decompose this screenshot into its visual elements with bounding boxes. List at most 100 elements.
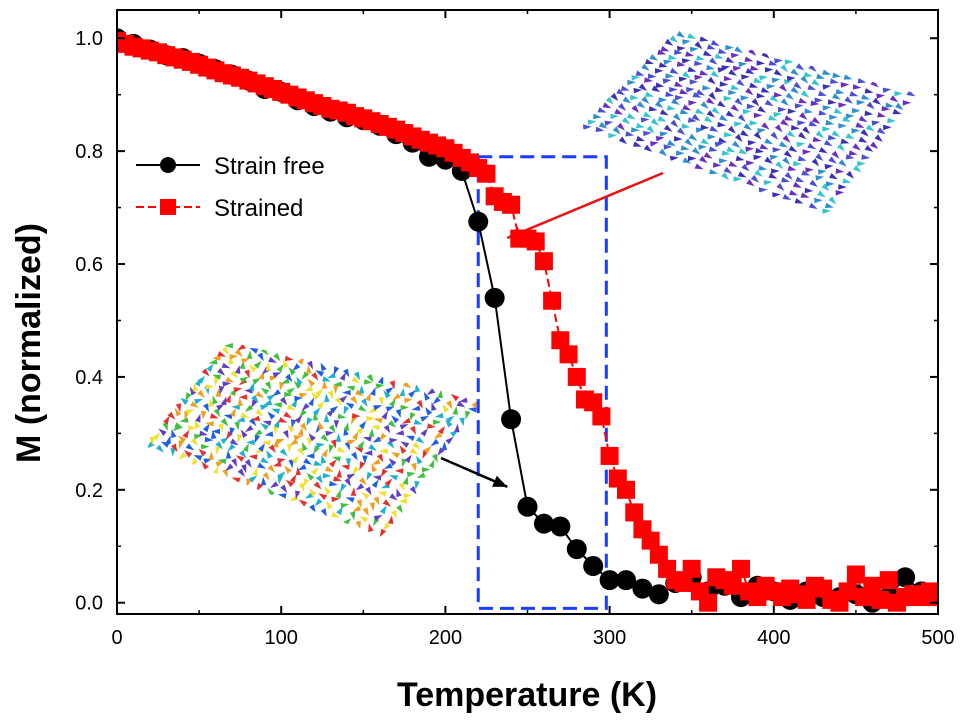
spin-arrow <box>839 159 847 167</box>
spin-arrow <box>718 137 727 142</box>
spin-arrow <box>838 102 847 108</box>
spin-arrow <box>425 407 432 416</box>
spin-arrow <box>759 75 768 80</box>
spin-arrow <box>328 391 334 400</box>
spin-arrow <box>857 100 866 106</box>
spin-arrow <box>710 126 719 132</box>
spin-arrow <box>836 168 845 173</box>
spin-arrow <box>838 184 847 190</box>
spin-arrow <box>715 87 724 92</box>
spin-arrow <box>343 518 351 526</box>
spin-arrow <box>203 403 209 412</box>
spin-arrow <box>279 417 288 423</box>
spin-arrow <box>295 415 302 423</box>
spin-arrow <box>770 155 779 161</box>
spin-arrow <box>178 452 186 459</box>
spin-arrow <box>711 71 720 78</box>
spin-arrow <box>818 91 827 96</box>
spin-arrow <box>372 459 381 465</box>
spin-arrow <box>746 160 755 166</box>
spin-arrow <box>396 409 401 418</box>
spin-arrow <box>627 80 636 86</box>
spin-arrow <box>782 157 790 165</box>
spin-arrow <box>721 65 730 70</box>
spin-arrow <box>765 67 774 73</box>
spin-arrow <box>410 426 416 435</box>
spin-arrow <box>208 451 214 460</box>
spin-arrow <box>327 501 333 510</box>
spin-arrow <box>823 105 832 110</box>
spin-arrow <box>849 91 858 96</box>
spin-arrow <box>191 459 198 468</box>
spin-arrow <box>758 106 767 113</box>
legend-label-strained: Strained <box>214 195 303 222</box>
data-point-strained <box>592 407 610 425</box>
spin-arrow <box>416 437 425 444</box>
spin-arrow <box>203 424 210 433</box>
spin-arrow <box>826 181 835 187</box>
spin-arrow <box>359 421 366 430</box>
spin-arrow <box>336 433 342 442</box>
spin-arrow <box>232 478 241 484</box>
spin-arrow <box>772 192 781 198</box>
spin-arrow <box>351 487 357 496</box>
spin-arrow <box>761 122 769 129</box>
spin-arrow <box>770 132 778 140</box>
spin-arrow <box>180 417 189 422</box>
spin-arrow <box>724 96 733 102</box>
spin-arrow <box>767 84 776 89</box>
spin-arrow <box>890 95 899 102</box>
spin-arrow <box>731 85 740 90</box>
y-tick-label: 0.8 <box>75 141 103 163</box>
spin-arrow <box>429 459 435 468</box>
y-tick-label: 0.6 <box>75 254 103 276</box>
spin-arrow <box>379 433 386 441</box>
spin-arrow <box>748 140 757 146</box>
spin-arrow <box>402 418 411 424</box>
spin-arrow <box>251 416 260 421</box>
spin-arrow <box>254 429 263 436</box>
spin-arrow <box>867 102 875 110</box>
spin-arrow <box>183 430 190 439</box>
spin-arrow <box>358 405 367 412</box>
legend-marker-strained <box>160 199 176 215</box>
spin-arrow <box>812 79 821 86</box>
spin-arrow <box>747 104 756 110</box>
spin-arrow <box>708 77 716 85</box>
data-point-strained <box>732 560 750 578</box>
spin-arrow <box>816 131 824 139</box>
spin-arrow <box>403 381 412 388</box>
spin-arrow <box>366 472 372 481</box>
spin-arrow <box>236 455 245 462</box>
spin-arrow <box>195 414 200 423</box>
data-point-strained <box>543 292 561 310</box>
legend: Strain free Strained <box>136 153 325 222</box>
spin-arrow <box>201 444 210 450</box>
spin-arrow <box>356 483 365 490</box>
spin-arrow <box>379 397 384 406</box>
spin-arrow <box>593 114 602 120</box>
spin-arrow <box>273 402 282 407</box>
spin-arrow <box>690 79 699 85</box>
spin-arrow <box>333 385 338 394</box>
spin-arrow <box>741 74 750 80</box>
spin-arrow <box>688 67 697 72</box>
spin-arrow <box>614 109 623 115</box>
spin-arrow <box>711 40 720 46</box>
data-point-strain-free <box>649 584 669 604</box>
spin-arrow <box>637 101 646 108</box>
spin-arrow <box>649 54 658 61</box>
spin-arrow <box>658 116 667 122</box>
spin-arrow <box>857 161 866 167</box>
spin-arrow <box>825 120 834 125</box>
spin-arrow <box>784 150 792 158</box>
spin-arrow <box>433 420 442 426</box>
data-point-strained <box>839 582 857 600</box>
data-point-strained <box>617 481 635 499</box>
spin-arrow <box>623 96 632 103</box>
spin-arrow <box>788 109 797 115</box>
x-tick-label: 400 <box>757 627 790 649</box>
spin-arrow <box>238 469 245 478</box>
spin-arrow <box>797 120 806 126</box>
